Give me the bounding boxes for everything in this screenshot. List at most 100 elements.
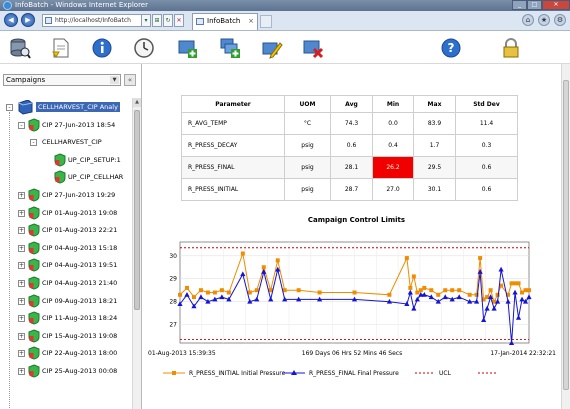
expand-icon[interactable]: + bbox=[18, 227, 25, 235]
lock-button[interactable] bbox=[500, 37, 522, 59]
collapse-icon[interactable]: - bbox=[18, 121, 25, 129]
add-button[interactable] bbox=[176, 37, 198, 59]
tree-item[interactable]: + CIP 11-Aug-2013 18:24 bbox=[0, 311, 132, 325]
data-point[interactable] bbox=[408, 285, 413, 290]
data-point[interactable] bbox=[268, 288, 273, 293]
data-point[interactable] bbox=[520, 290, 525, 295]
data-point[interactable] bbox=[317, 296, 323, 302]
data-point[interactable] bbox=[474, 292, 479, 297]
edit-button[interactable] bbox=[261, 37, 283, 59]
data-point[interactable] bbox=[449, 296, 455, 302]
tree-item[interactable]: UP_CIP_CELLHAR bbox=[0, 170, 132, 184]
expand-icon[interactable]: + bbox=[18, 209, 25, 217]
tree-item[interactable]: UP_CIP_SETUP:1 bbox=[0, 153, 132, 167]
data-point[interactable] bbox=[191, 295, 196, 300]
expand-icon[interactable]: + bbox=[18, 332, 25, 340]
data-point[interactable] bbox=[191, 303, 197, 309]
data-point[interactable] bbox=[261, 269, 267, 274]
collapse-icon[interactable]: - bbox=[6, 104, 13, 111]
data-point[interactable] bbox=[275, 258, 280, 263]
schedule-button[interactable] bbox=[133, 37, 155, 59]
data-point[interactable] bbox=[205, 290, 210, 295]
expand-icon[interactable]: + bbox=[18, 315, 25, 323]
data-point[interactable] bbox=[456, 294, 462, 300]
scrollbar-thumb[interactable] bbox=[134, 110, 140, 310]
tree-item[interactable]: + CIP 04-Aug-2013 19:51 bbox=[0, 258, 132, 272]
table-row[interactable]: R_AVG_TEMP °C 74.3 0.0 83.9 11.4 bbox=[181, 112, 518, 135]
compatibility-icon[interactable]: ⊞ bbox=[152, 14, 162, 27]
data-point[interactable] bbox=[247, 298, 253, 304]
expand-icon[interactable]: + bbox=[18, 368, 25, 375]
tree-item[interactable]: + CIP 22-Aug-2013 18:00 bbox=[0, 346, 132, 360]
data-point[interactable] bbox=[296, 288, 301, 293]
new-tab-button[interactable] bbox=[260, 15, 272, 28]
browser-tab[interactable]: InfoBatch × bbox=[192, 13, 258, 30]
tree-item[interactable]: + CIP 15-Aug-2013 19:08 bbox=[0, 329, 132, 343]
data-point[interactable] bbox=[509, 281, 514, 286]
tree-scrollbar[interactable]: ▲ bbox=[132, 98, 141, 409]
search-dropdown-icon[interactable]: ▾ bbox=[141, 14, 151, 27]
campaign-type-select[interactable]: Campaigns ▼ bbox=[3, 74, 121, 86]
table-row[interactable]: R_PRESS_FINAL psig 28.1 26.2 29.5 0.6 bbox=[181, 156, 518, 179]
home-icon[interactable]: ⌂ bbox=[522, 14, 534, 26]
data-point[interactable] bbox=[494, 298, 501, 304]
data-point[interactable] bbox=[296, 296, 302, 302]
data-point[interactable] bbox=[442, 294, 448, 300]
data-point[interactable] bbox=[467, 292, 472, 297]
delete-button[interactable] bbox=[302, 37, 324, 59]
data-point[interactable] bbox=[411, 305, 417, 311]
data-point[interactable] bbox=[275, 266, 281, 272]
data-point[interactable] bbox=[226, 290, 231, 295]
expand-icon[interactable]: + bbox=[18, 192, 25, 199]
data-point[interactable] bbox=[184, 285, 189, 290]
favorites-icon[interactable]: ★ bbox=[538, 14, 550, 26]
data-point[interactable] bbox=[414, 296, 420, 302]
data-point[interactable] bbox=[435, 298, 441, 304]
data-point[interactable] bbox=[505, 298, 511, 304]
tree-item[interactable]: - CELLHARVEST_CIP Analy bbox=[0, 100, 132, 115]
data-point[interactable] bbox=[478, 256, 483, 261]
data-point[interactable] bbox=[219, 288, 224, 293]
table-row[interactable]: R_PRESS_INITIAL psig 28.7 27.0 30.1 0.6 bbox=[181, 178, 518, 201]
data-point[interactable] bbox=[178, 292, 182, 297]
forward-button[interactable]: ▶ bbox=[21, 13, 35, 27]
data-point[interactable] bbox=[212, 296, 218, 302]
data-point[interactable] bbox=[386, 298, 392, 304]
tree-item[interactable]: + CIP 04-Aug-2013 15:18 bbox=[0, 241, 132, 255]
data-point[interactable] bbox=[429, 288, 434, 293]
data-point[interactable] bbox=[495, 292, 500, 297]
data-point[interactable] bbox=[184, 291, 190, 297]
data-point[interactable] bbox=[485, 295, 490, 300]
data-point[interactable] bbox=[428, 294, 434, 300]
data-point[interactable] bbox=[415, 290, 420, 295]
data-point[interactable] bbox=[481, 297, 486, 302]
tree-item[interactable]: + CIP 01-Aug-2013 22:21 bbox=[0, 223, 132, 237]
data-point[interactable] bbox=[450, 288, 455, 293]
tab-close-icon[interactable]: × bbox=[248, 17, 254, 25]
data-point[interactable] bbox=[474, 298, 480, 304]
data-point[interactable] bbox=[404, 301, 410, 306]
data-point[interactable] bbox=[421, 291, 427, 297]
help-button[interactable]: ? bbox=[440, 37, 462, 59]
data-point[interactable] bbox=[515, 314, 522, 320]
data-point[interactable] bbox=[488, 288, 493, 293]
info-button[interactable] bbox=[91, 37, 113, 59]
report-button[interactable] bbox=[50, 37, 72, 59]
tree-item[interactable]: + CIP 27-Jun-2013 19:29 bbox=[0, 188, 132, 202]
data-point[interactable] bbox=[522, 298, 529, 304]
collapse-icon[interactable]: - bbox=[30, 139, 37, 147]
data-point[interactable] bbox=[219, 294, 225, 300]
tree-item[interactable]: + CIP 04-Aug-2013 21:40 bbox=[0, 276, 132, 290]
expand-icon[interactable]: + bbox=[18, 297, 25, 305]
collapse-panel-button[interactable]: « bbox=[124, 74, 136, 86]
back-button[interactable]: ◀ bbox=[4, 13, 18, 27]
tree-item[interactable]: - CIP 27-Jun-2013 18:54 bbox=[0, 118, 132, 132]
data-point[interactable] bbox=[488, 294, 494, 300]
data-point[interactable] bbox=[467, 298, 473, 304]
data-point[interactable] bbox=[205, 298, 211, 304]
data-point[interactable] bbox=[492, 299, 497, 304]
data-point[interactable] bbox=[387, 292, 392, 297]
expand-icon[interactable]: + bbox=[18, 350, 25, 358]
data-point[interactable] bbox=[411, 274, 416, 279]
data-point[interactable] bbox=[519, 296, 525, 302]
